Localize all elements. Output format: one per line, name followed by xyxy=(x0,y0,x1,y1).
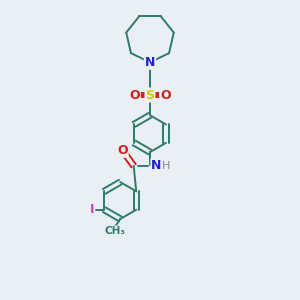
Text: I: I xyxy=(90,203,94,216)
Text: O: O xyxy=(160,88,171,101)
Text: CH₃: CH₃ xyxy=(104,226,125,236)
Text: O: O xyxy=(129,88,140,101)
Text: H: H xyxy=(162,161,170,171)
Text: O: O xyxy=(117,144,128,157)
Text: S: S xyxy=(146,88,154,101)
Text: N: N xyxy=(152,159,162,172)
Text: N: N xyxy=(145,56,155,69)
